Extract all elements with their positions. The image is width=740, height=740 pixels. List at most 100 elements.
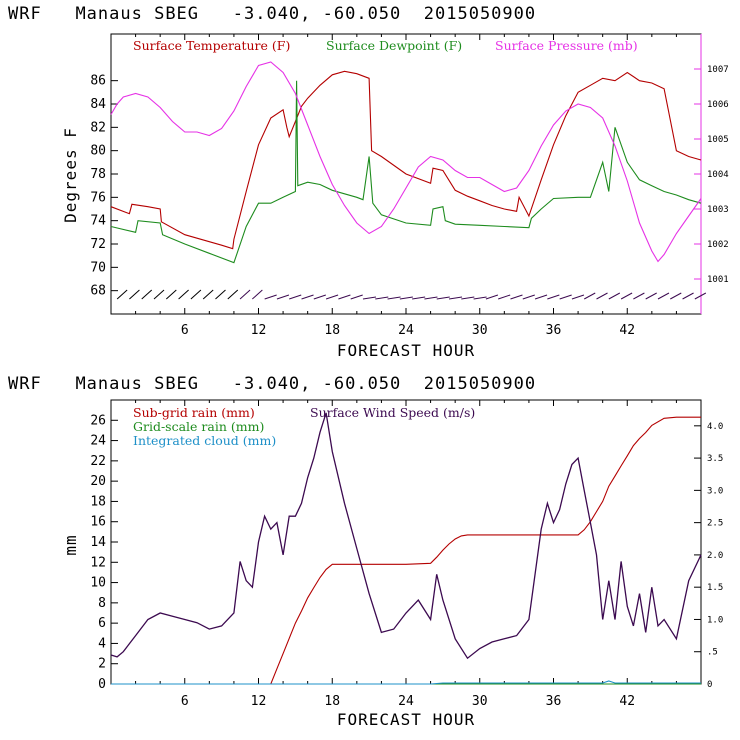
wind-barb	[129, 289, 140, 300]
bottom-x-axis-label: FORECAST HOUR	[337, 710, 475, 729]
series-surface-dewpoint-f	[110, 80, 702, 264]
y2-tick-label: 1.0	[707, 615, 723, 625]
wind-barb	[473, 296, 487, 300]
y2-tick-label: 4.0	[707, 422, 723, 432]
wind-barbs	[116, 289, 707, 300]
y-tick-label: 16	[90, 515, 106, 530]
wind-barb	[498, 294, 511, 300]
wind-barb	[657, 292, 670, 300]
wind-barb	[448, 296, 463, 300]
wind-barb	[289, 294, 302, 300]
y2-tick-label: 2.0	[707, 551, 723, 561]
y2-tick-label: 1002	[707, 240, 729, 250]
series-surface-pressure-mb	[110, 61, 702, 263]
series-surface-wind-speed-m-s	[110, 412, 702, 660]
wind-barb	[276, 294, 290, 300]
y2-tick-label: 1005	[707, 135, 729, 145]
wind-barb	[202, 289, 214, 300]
wind-barb	[620, 292, 633, 300]
wind-barb	[116, 289, 128, 300]
y2-tick-label: 2.5	[707, 519, 723, 529]
legend-integrated-cloud: Integrated cloud (mm)	[133, 433, 276, 448]
series-surface-temperature-f	[110, 70, 702, 250]
wind-barb	[141, 289, 153, 300]
series-sub-grid-rain-mm	[111, 416, 701, 685]
wind-barb	[227, 289, 239, 300]
y-tick-label: 6	[98, 616, 106, 631]
y-tick-label: 2	[98, 657, 106, 672]
bottom-chart-title: WRF Manaus SBEG -3.040, -60.050 20150509…	[8, 374, 537, 394]
y-tick-label: 70	[90, 260, 106, 275]
y-tick-label: 24	[90, 434, 106, 449]
wind-barb	[350, 294, 363, 300]
wind-barb	[559, 294, 572, 300]
x-tick-label: 36	[546, 323, 562, 338]
wind-barb	[633, 292, 645, 300]
x-tick-label: 42	[619, 694, 635, 709]
y-tick-label: 0	[98, 677, 106, 692]
y-tick-label: 4	[98, 636, 106, 651]
y2-tick-label: 1003	[707, 205, 729, 215]
y2-tick-label: 1001	[707, 275, 729, 285]
top-chart-title: WRF Manaus SBEG -3.040, -60.050 20150509…	[8, 4, 537, 24]
y2-tick-label: 1.5	[707, 583, 723, 593]
wind-barb	[682, 292, 694, 300]
x-tick-label: 36	[546, 694, 562, 709]
wind-barb	[547, 294, 560, 300]
x-tick-label: 6	[181, 323, 189, 338]
x-tick-label: 6	[181, 694, 189, 709]
y2-tick-label: .5	[707, 648, 718, 658]
legend-surface-temperature: Surface Temperature (F)	[133, 38, 290, 53]
wind-barb	[670, 292, 682, 300]
legend-surface-pressure: Surface Pressure (mb)	[495, 38, 638, 53]
wind-barb	[645, 292, 657, 300]
wind-barb	[583, 292, 596, 300]
y-tick-label: 82	[90, 120, 106, 135]
y-tick-label: 78	[90, 167, 106, 182]
wind-barb	[694, 292, 707, 300]
wind-barb	[436, 296, 450, 300]
x-tick-label: 18	[324, 694, 340, 709]
y2-tick-label: 3.5	[707, 454, 723, 464]
x-tick-label: 30	[472, 323, 488, 338]
y-tick-label: 10	[90, 576, 106, 591]
y-tick-label: 74	[90, 214, 106, 229]
wind-barb	[399, 296, 413, 300]
wind-barb	[510, 294, 523, 300]
wind-barb	[596, 292, 608, 300]
x-tick-label: 18	[324, 323, 340, 338]
y-tick-label: 14	[90, 535, 106, 550]
wind-barb	[313, 294, 326, 300]
legend-surface-wind-speed: Surface Wind Speed (m/s)	[310, 405, 475, 420]
legend-grid-scale-rain: Grid-scale rain (mm)	[133, 419, 264, 434]
y-tick-label: 22	[90, 454, 106, 469]
wind-barb	[522, 294, 535, 300]
x-tick-label: 42	[619, 323, 635, 338]
y-tick-label: 76	[90, 190, 106, 205]
bottom-y-axis-label: mm	[61, 534, 80, 555]
wind-barb	[608, 292, 621, 300]
x-tick-label: 24	[398, 323, 414, 338]
wind-barb	[387, 296, 401, 300]
y2-tick-label: 1006	[707, 100, 729, 110]
y2-tick-label: 1004	[707, 170, 729, 180]
wind-barb	[178, 289, 189, 300]
wind-barb	[165, 289, 177, 300]
bottom-chart: Sub-grid rain (mm) Surface Wind Speed (m…	[61, 399, 723, 729]
y-tick-label: 84	[90, 97, 106, 112]
wind-barb	[412, 296, 426, 300]
legend-sub-grid-rain: Sub-grid rain (mm)	[133, 405, 255, 420]
x-tick-label: 12	[251, 323, 267, 338]
series-integrated-cloud-mm	[111, 680, 701, 685]
wind-barb	[534, 294, 548, 300]
wind-barb	[252, 289, 263, 300]
legend-surface-dewpoint: Surface Dewpoint (F)	[326, 38, 462, 53]
wind-barb	[571, 294, 585, 300]
y2-tick-label: 1007	[707, 65, 729, 75]
wind-barb	[301, 294, 314, 300]
wind-barb	[362, 296, 377, 300]
y2-tick-label: 3.0	[707, 486, 723, 496]
y-tick-label: 8	[98, 596, 106, 611]
wind-barb	[153, 289, 165, 300]
